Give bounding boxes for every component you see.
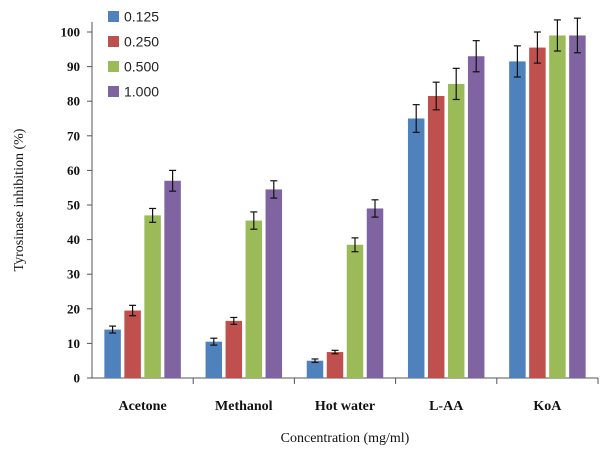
legend-swatch [108,61,119,72]
x-category-label: KoA [533,399,562,414]
y-tick-label: 60 [67,163,80,178]
bar [346,244,364,378]
legend-swatch [108,36,119,47]
bar [205,341,223,378]
legend-label: 1.000 [124,84,159,100]
x-category-label: Methanol [215,399,273,414]
bar [447,83,465,379]
bar [124,310,141,378]
y-tick-label: 80 [67,94,80,109]
bar [427,96,445,378]
bar [306,360,324,378]
y-tick-label: 10 [67,336,80,351]
y-axis-title: Tyrosinase inhibition (%) [12,128,27,271]
x-category-label: Acetone [118,399,166,414]
bars [104,35,586,379]
bar [569,35,586,379]
legend-swatch [108,11,119,22]
x-category-label: L-AA [429,399,464,414]
y-tick-label: 100 [61,25,81,40]
bar [509,61,526,378]
y-tick-label: 20 [67,301,80,316]
x-categories: Acetone Methanol Hot water L-AA KoA [118,378,599,414]
bar [164,180,181,378]
bar [265,189,283,378]
legend-swatch [108,86,119,97]
x-axis-title: Concentration (mg/ml) [281,431,410,446]
bar [467,56,485,378]
bar [366,208,384,378]
y-tick-label: 40 [67,232,80,247]
bar [549,35,566,379]
error-bars [109,17,581,364]
bar [144,215,161,378]
legend-label: 0.500 [124,59,159,75]
y-ticks: 0 10 20 30 40 50 60 70 80 90 100 [61,25,92,386]
bar [407,118,425,378]
y-tick-label: 90 [67,59,80,74]
bar [326,352,344,378]
bar [225,320,243,378]
y-tick-label: 0 [74,371,81,386]
legend: 0.125 0.250 0.500 1.000 [108,9,159,100]
x-category-label: Hot water [315,399,375,414]
y-tick-label: 50 [67,198,80,213]
y-tick-label: 70 [67,128,80,143]
bar [245,220,263,378]
bar [529,47,546,378]
bar [104,329,121,378]
y-tick-label: 30 [67,267,80,282]
legend-label: 0.250 [124,34,159,50]
legend-label: 0.125 [124,9,159,25]
